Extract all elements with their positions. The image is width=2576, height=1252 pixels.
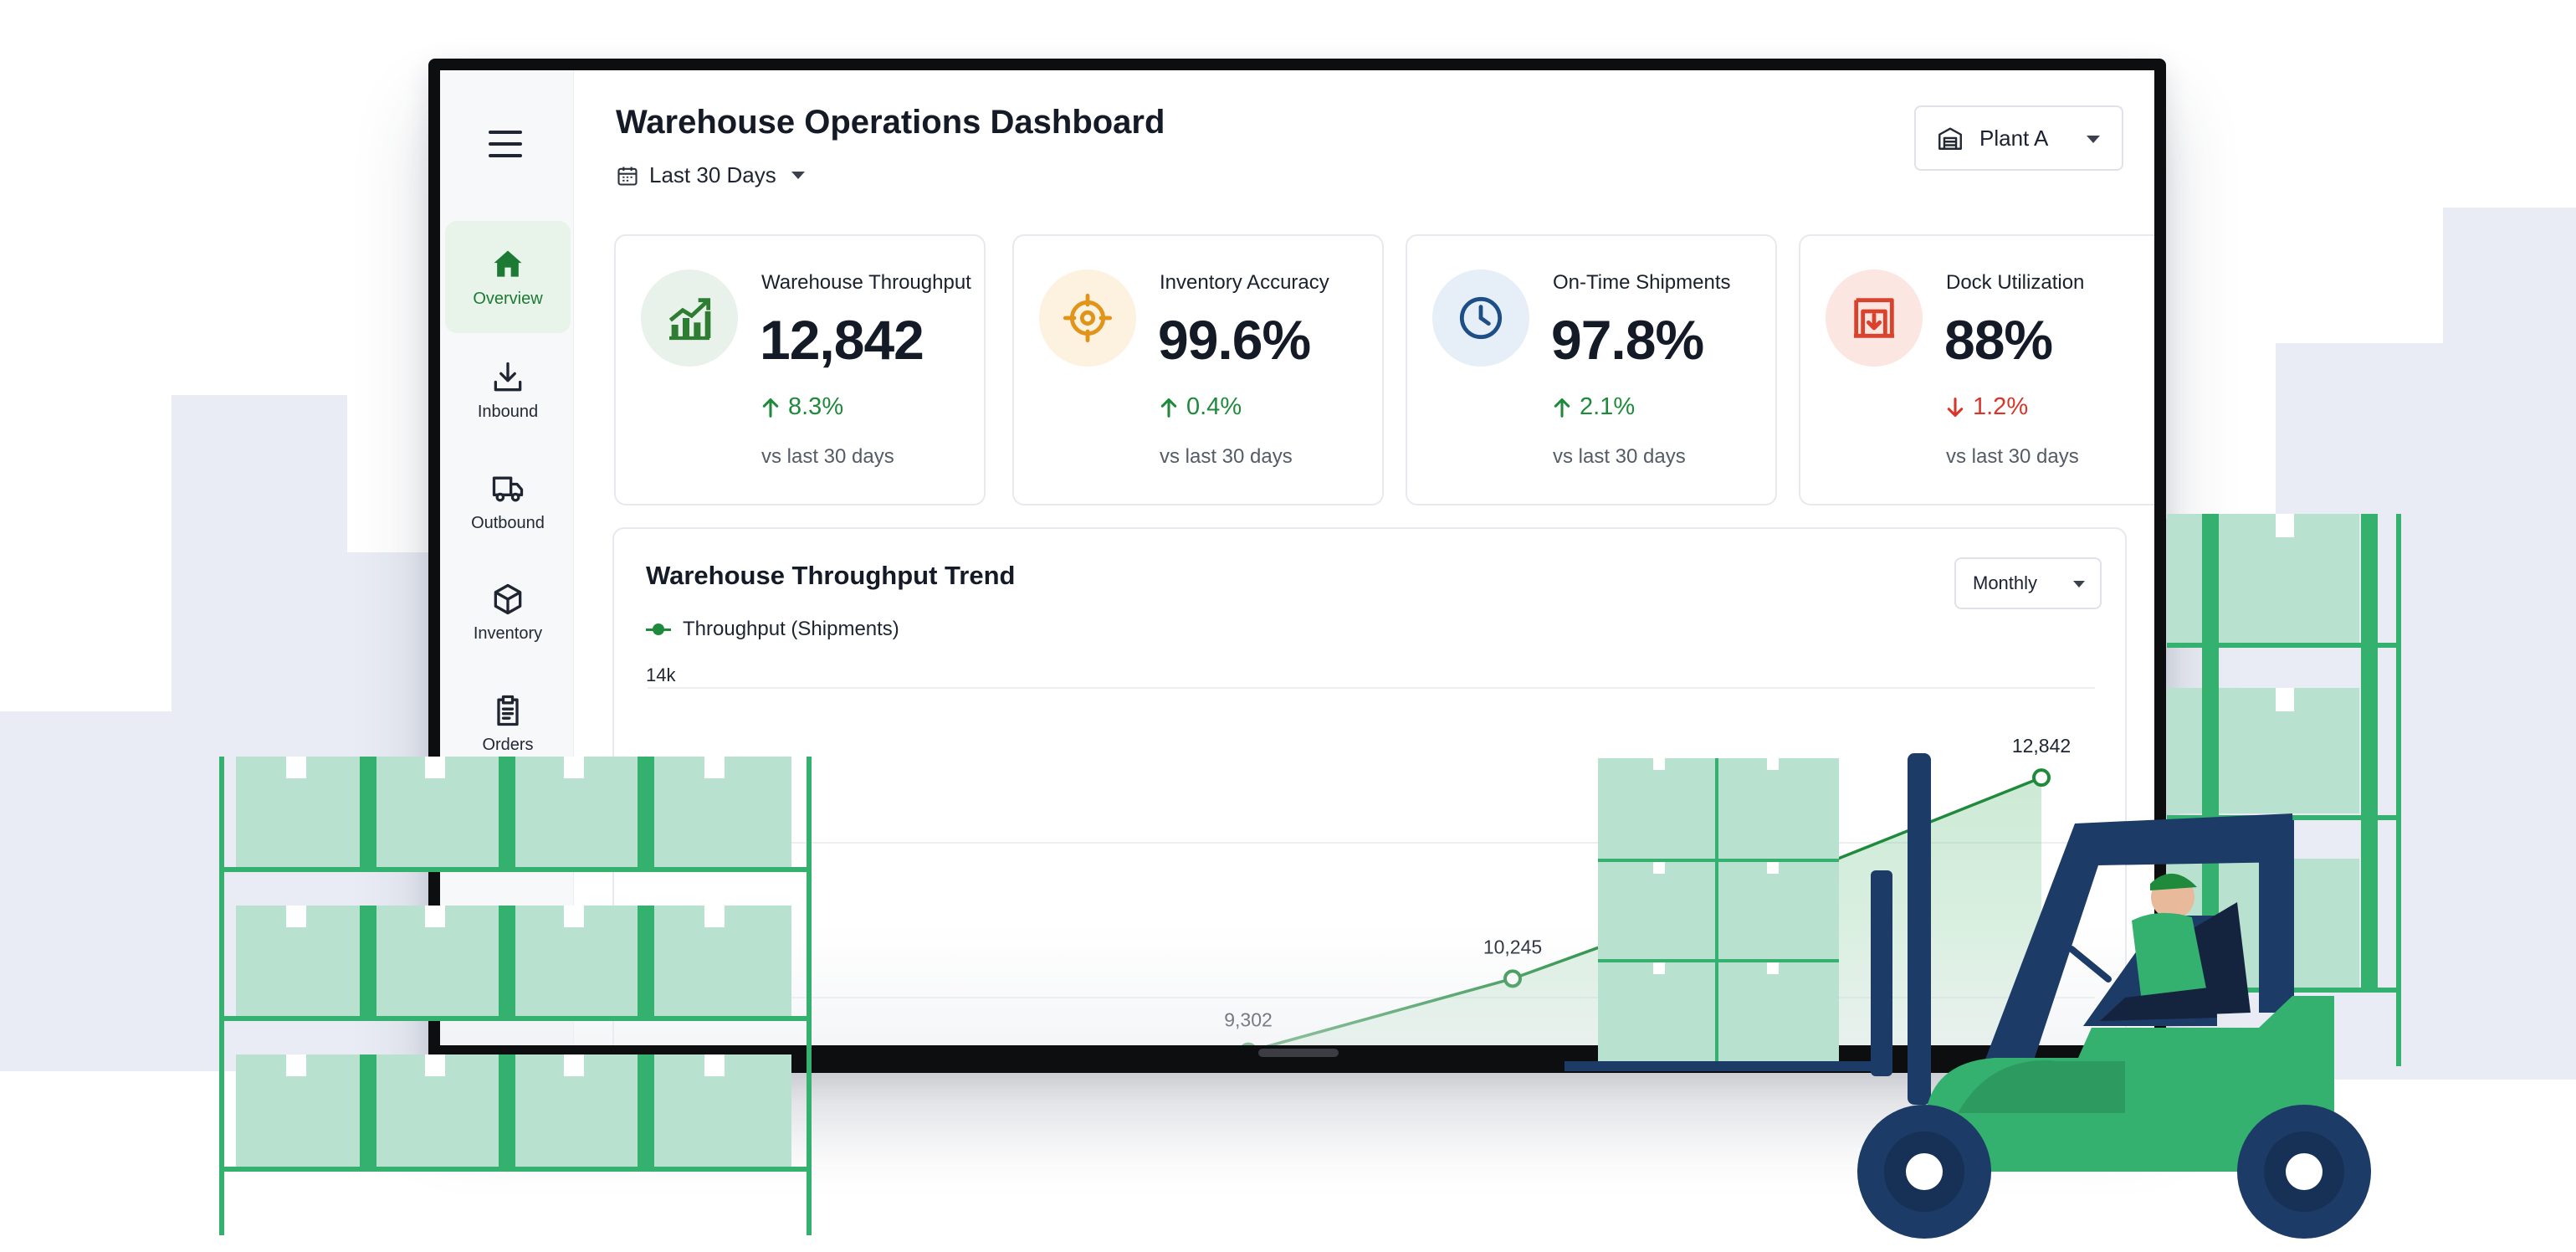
kpi-change: 1.2% [1946,393,2028,421]
date-range-selector[interactable]: Last 30 Days [616,162,805,188]
arrow-up-icon [1554,398,1570,418]
sidebar-item-label: Orders [482,735,534,754]
chevron-down-icon [791,172,805,179]
kpi-value: 88% [1944,309,2053,371]
plant-selector-label: Plant A [1979,125,2049,151]
clock-icon [1459,296,1503,340]
sidebar-item-outbound[interactable]: Outbound [445,445,571,557]
truck-icon [492,476,524,501]
sidebar-item-label: Inbound [477,402,539,421]
kpi-icon-bg [1432,269,1529,367]
period-selector[interactable]: Monthly [1954,557,2102,609]
kpi-compare: vs last 30 days [1946,445,2079,468]
kpi-change-value: 1.2% [1973,393,2029,420]
sidebar-item-label: Outbound [471,513,545,532]
sidebar: Overview Inbound Outbound Inventory Orde… [440,70,574,1045]
kpi-value: 12,842 [760,309,924,371]
kpi-label: On-Time Shipments [1553,271,1731,294]
y-tick-label: 14k [646,664,676,685]
background-building [2443,208,2576,375]
clipboard-icon [497,695,519,726]
kpi-label: Inventory Accuracy [1160,271,1329,294]
kpi-compare: vs last 30 days [761,445,894,468]
hamburger-menu-icon[interactable] [489,131,522,157]
kpi-value: 97.8% [1551,309,1704,371]
sidebar-item-inventory[interactable]: Inventory [445,556,571,668]
kpi-card-inventory-accuracy: Inventory Accuracy 99.6% 0.4% vs last 30… [1012,234,1384,505]
dock-icon [1854,298,1894,338]
sidebar-item-orders[interactable]: Orders [445,667,571,779]
legend-marker [646,623,671,636]
arrow-up-icon [1160,398,1177,418]
legend-label: Throughput (Shipments) [683,618,899,640]
kpi-change-value: 0.4% [1186,393,1242,420]
trend-chart-icon [668,298,711,341]
warehouse-icon [1938,127,1962,150]
arrow-up-icon [762,398,779,418]
chart-data-label: 12,842 [2012,735,2071,757]
chevron-down-icon [2073,581,2085,588]
forklift [1565,753,2371,1239]
box-icon [494,583,522,614]
kpi-icon-bg [641,269,738,367]
chart-data-point [2032,768,2051,788]
kpi-card-dock-utilization: Dock Utilization 88% 1.2% vs last 30 day… [1799,234,2154,505]
home-icon [494,250,522,277]
kpi-change: 0.4% [1160,393,1242,421]
page-title: Warehouse Operations Dashboard [616,104,1165,141]
kpi-compare: vs last 30 days [1553,445,1686,468]
background-building [172,395,347,747]
sidebar-item-overview[interactable]: Overview [445,221,571,333]
kpi-change: 2.1% [1553,393,1635,421]
download-icon [494,362,522,391]
kpi-label: Warehouse Throughput [761,271,971,294]
kpi-change: 8.3% [761,393,843,421]
chevron-down-icon [2087,136,2100,143]
monitor-notch [1258,1049,1339,1057]
period-selector-label: Monthly [1973,572,2038,593]
kpi-icon-bg [1039,269,1136,367]
sidebar-item-inbound[interactable]: Inbound [445,334,571,446]
chart-title: Warehouse Throughput Trend [646,561,1016,590]
sidebar-item-label: Overview [473,289,543,308]
kpi-change-value: 8.3% [788,393,844,420]
kpi-icon-bg [1826,269,1923,367]
kpi-card-on-time-shipments: On-Time Shipments 97.8% 2.1% vs last 30 … [1406,234,1777,505]
kpi-value: 99.6% [1158,309,1311,371]
plant-selector[interactable]: Plant A [1914,105,2123,171]
date-range-label: Last 30 Days [649,162,776,187]
chart-legend[interactable]: Throughput (Shipments) [646,618,899,641]
target-icon [1063,293,1113,343]
calendar-icon [617,167,638,186]
kpi-change-value: 2.1% [1580,393,1636,420]
right-shelving-rack [2167,514,2401,1066]
sidebar-item-label: Inventory [473,623,543,643]
kpi-label: Dock Utilization [1946,271,2085,294]
arrow-down-icon [1947,397,1964,417]
left-shelving-rack [219,757,812,1235]
kpi-card-throughput: Warehouse Throughput 12,842 8.3% vs last… [614,234,986,505]
kpi-compare: vs last 30 days [1160,445,1293,468]
